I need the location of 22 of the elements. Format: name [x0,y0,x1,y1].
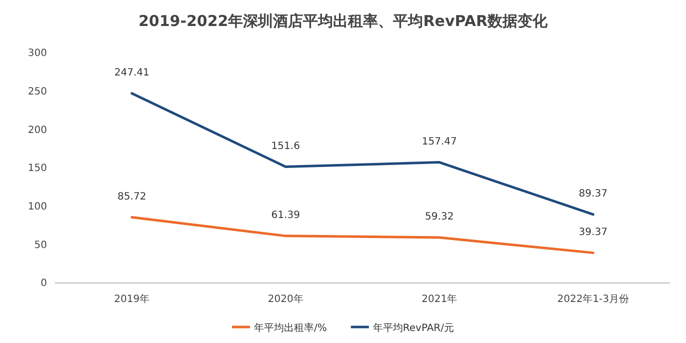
y-tick-label: 0 [40,278,47,290]
data-label: 157.47 [422,136,457,148]
legend-label: 年平均出租率/% [254,322,327,334]
y-tick-label: 200 [28,124,47,136]
x-tick-label: 2021年 [422,293,458,306]
data-label: 85.72 [118,191,146,202]
y-tick-label: 300 [28,48,47,60]
data-label: 247.41 [114,67,150,78]
legend-label: 年平均RevPAR/元 [372,322,454,334]
data-label: 59.32 [425,212,454,223]
data-label: 39.37 [578,226,608,238]
y-tick-label: 100 [28,202,47,213]
x-tick-label: 2019年 [114,293,150,306]
x-tick-label: 2022年1-3月份 [557,293,630,306]
x-tick-label: 2020年 [268,293,304,306]
y-tick-label: 250 [28,86,47,98]
data-label: 151.6 [271,140,300,152]
chart-title: 2019-2022年深圳酒店平均出租率、平均RevPAR数据变化 [138,12,548,30]
data-label: 89.37 [578,188,608,200]
y-tick-label: 150 [28,163,47,174]
y-tick-label: 50 [34,240,47,251]
data-label: 61.39 [271,210,300,221]
